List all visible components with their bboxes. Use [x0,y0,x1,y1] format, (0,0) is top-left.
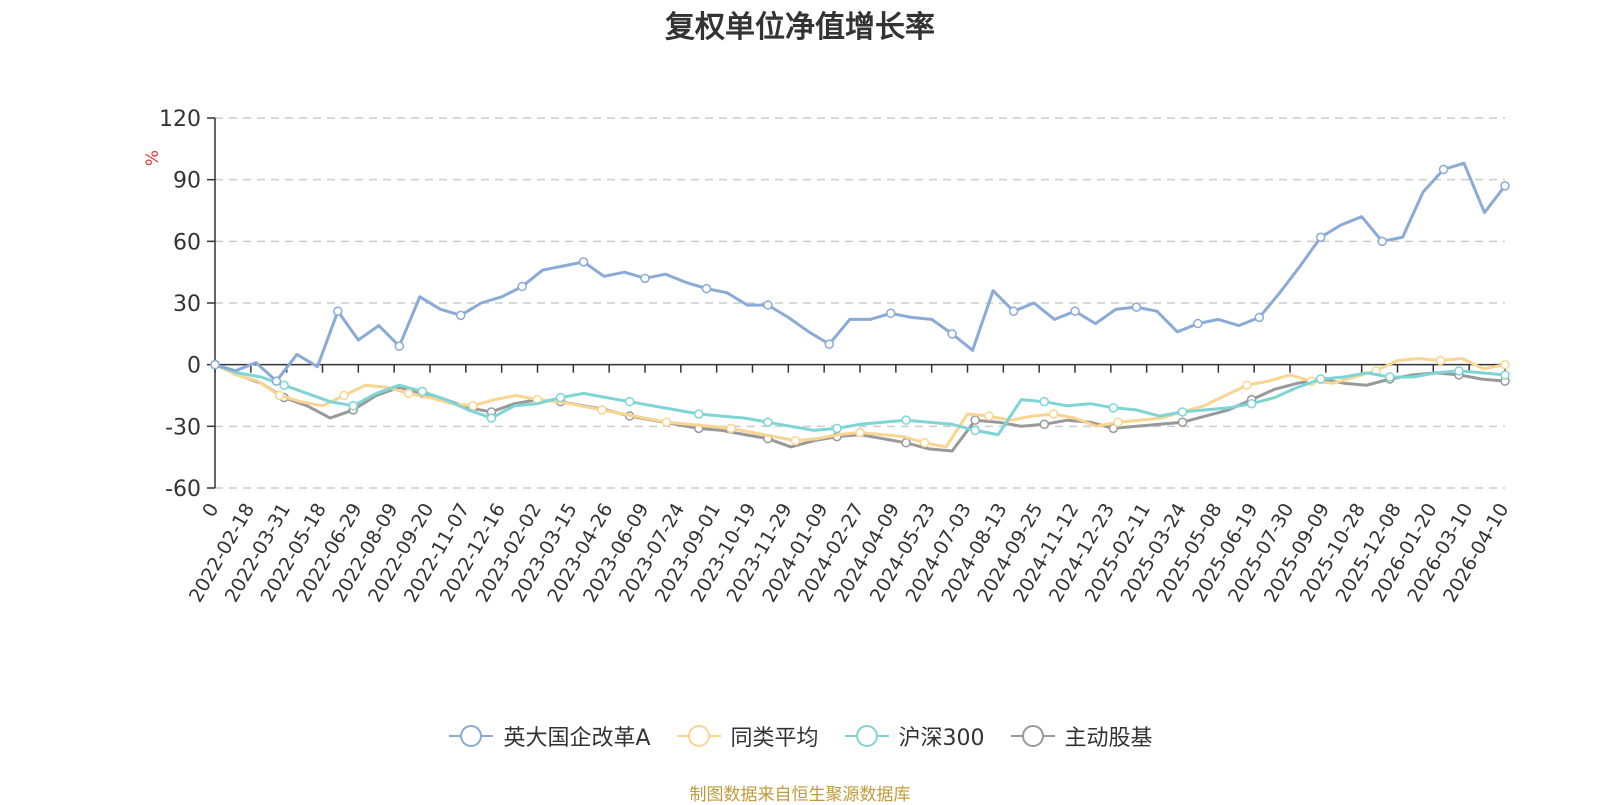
data-point [661,417,672,427]
data-point [701,283,712,294]
data-point [624,396,635,407]
legend-marker-icon [449,725,494,747]
data-point [455,310,466,321]
legend-item-csi300[interactable]: 沪深300 [843,720,985,752]
data-point [1242,380,1252,390]
legend-item-fund[interactable]: 英大国企改革A [447,720,651,752]
data-point [970,425,980,436]
data-point [694,409,704,419]
data-point [1039,419,1050,430]
data-point [339,390,349,401]
data-point [1254,312,1265,323]
series-line [214,161,1507,383]
data-point [885,308,896,319]
data-point [1438,164,1449,175]
series-line [214,363,1506,437]
legend-label: 沪深300 [898,726,985,751]
data-point [271,376,282,386]
data-point [855,427,865,438]
data-point [1500,359,1510,370]
data-point [1048,409,1059,419]
data-point [468,401,478,411]
legend-label: 主动股基 [1064,726,1153,751]
data-point [1246,398,1257,409]
data-point [1108,403,1119,413]
data-point [417,386,428,397]
data-point [790,435,801,446]
legend-label: 同类平均 [730,726,819,751]
data-point [640,273,650,284]
data-point [1377,236,1387,247]
data-point [1039,396,1050,407]
x-tick-label: 0 [198,500,223,521]
data-point [1177,407,1188,417]
y-tick-label: 90 [173,169,201,194]
data-point [1454,366,1464,376]
data-point [1008,306,1019,316]
data-point [1131,302,1142,312]
data-point [517,281,527,292]
legend-item-active-equity[interactable]: 主动股基 [1009,720,1153,752]
legend: 英大国企改革A 同类平均 沪深300 主动股基 [0,720,1600,752]
legend-item-peer-average[interactable]: 同类平均 [675,720,819,752]
y-tick-label: 60 [173,230,201,255]
legend-marker-icon [1010,725,1055,747]
data-point [726,423,736,434]
data-point [947,329,957,339]
y-tick-label: 30 [173,292,201,317]
y-tick-label: 120 [159,107,201,132]
data-point [348,401,358,411]
data-point [1435,355,1446,366]
data-point [919,438,930,448]
data-point [901,438,911,448]
data-point [274,390,285,401]
y-tick-label: -60 [165,477,201,502]
data-point [1500,370,1510,380]
data-point [1315,374,1326,384]
data-point [578,257,589,267]
data-point [1070,306,1080,316]
data-point [763,300,773,310]
data-point [1500,181,1510,191]
legend-label: 英大国企改革A [503,726,651,751]
data-point [1315,232,1326,242]
legend-marker-icon [844,725,889,747]
data-point [984,411,994,421]
data-point [832,423,842,434]
legend-marker-icon [676,725,721,747]
y-tick-label: 0 [187,354,201,379]
data-point [1177,417,1188,427]
data-point [403,388,414,399]
data-point [1193,318,1203,329]
chart-title: 复权单位净值增长率 [665,10,935,45]
data-point [597,405,607,415]
data-point [486,413,497,423]
data-point [1385,372,1395,382]
source-note: 制图数据来自恒生聚源数据库 [689,785,911,805]
data-point [394,341,405,351]
y-tick-label: -30 [165,415,201,440]
data-point [763,417,773,427]
y-axis-label: % [143,150,163,166]
data-point [1113,417,1123,427]
data-point [210,359,220,370]
data-point [279,380,289,390]
data-point [824,339,835,349]
data-point [555,392,566,403]
data-point [901,415,911,425]
data-point [970,415,980,425]
data-point [333,306,343,316]
